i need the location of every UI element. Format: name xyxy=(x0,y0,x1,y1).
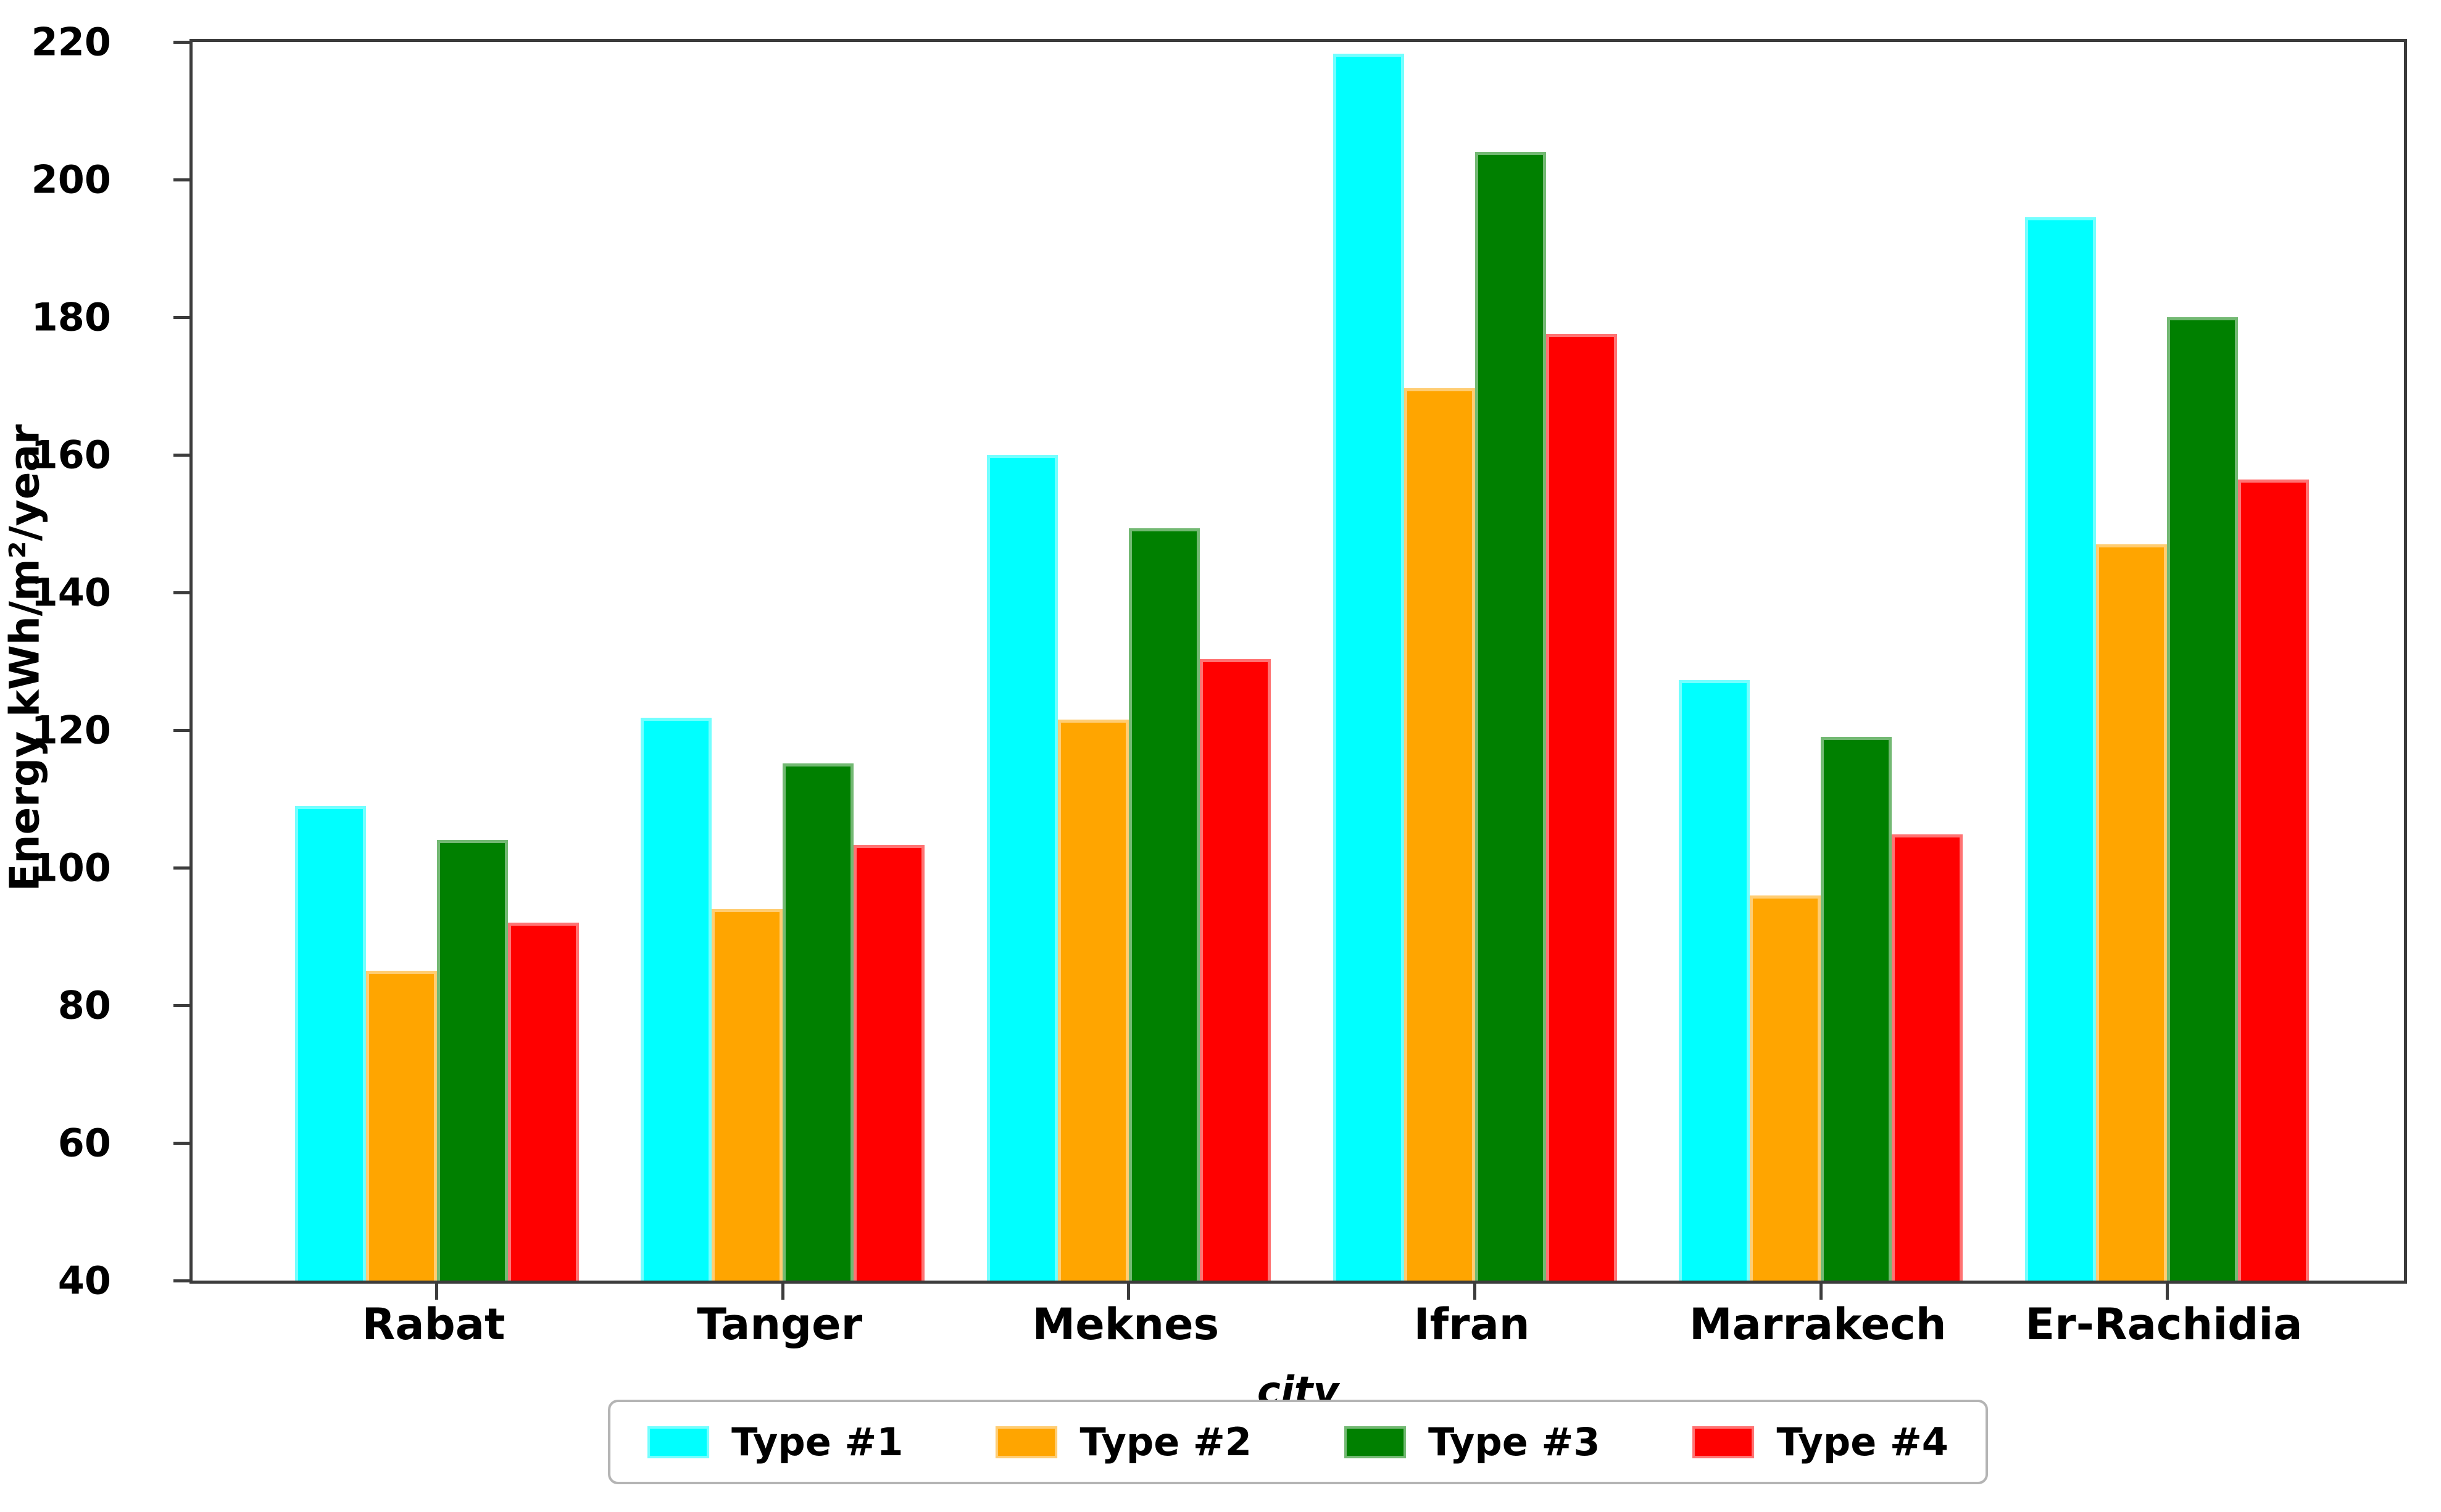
y-tick-mark xyxy=(173,1279,189,1282)
bar-type-2-ifran xyxy=(1403,388,1475,1281)
y-tick-label: 100 xyxy=(31,845,111,891)
y-tick-mark xyxy=(173,178,189,181)
bar-type-4-rabat xyxy=(507,923,579,1281)
category-label: Tanger xyxy=(697,1299,863,1350)
bar-type-1-er-rachidia xyxy=(2025,217,2096,1281)
legend-item: Type #3 xyxy=(1344,1419,1600,1464)
bar-type-2-marrakech xyxy=(1750,895,1821,1281)
x-tick-mark xyxy=(1473,1284,1477,1300)
y-tick-label: 160 xyxy=(31,432,111,478)
legend-swatch xyxy=(1692,1426,1755,1458)
legend-item: Type #4 xyxy=(1692,1419,1948,1464)
bar-type-3-tanger xyxy=(783,763,854,1281)
legend-label: Type #3 xyxy=(1428,1419,1600,1464)
y-tick-mark xyxy=(173,591,189,594)
x-tick-mark xyxy=(1127,1284,1131,1300)
bar-type-1-rabat xyxy=(294,805,366,1281)
legend-item: Type #2 xyxy=(996,1419,1252,1464)
legend-swatch xyxy=(996,1426,1058,1458)
legend-swatch xyxy=(647,1426,710,1458)
bar-type-4-meknes xyxy=(1199,659,1271,1281)
y-tick-label: 120 xyxy=(31,707,111,753)
y-tick-mark xyxy=(173,1141,189,1145)
legend: Type #1 Type #2 Type #3 Type #4 xyxy=(608,1400,1988,1484)
legend-label: Type #4 xyxy=(1776,1419,1948,1464)
y-tick-mark xyxy=(173,40,189,44)
bar-type-1-marrakech xyxy=(1679,679,1750,1281)
category-label: Marrakech xyxy=(1689,1299,1947,1350)
category-label: Meknes xyxy=(1032,1299,1220,1350)
bar-type-4-marrakech xyxy=(1892,834,1963,1281)
x-tick-mark xyxy=(2165,1284,2169,1300)
bar-type-2-er-rachidia xyxy=(2096,544,2167,1281)
y-tick-label: 200 xyxy=(31,157,111,202)
x-tick-mark xyxy=(1819,1284,1823,1300)
bar-type-4-er-rachidia xyxy=(2238,480,2309,1281)
bar-type-1-meknes xyxy=(986,455,1058,1281)
y-tick-mark xyxy=(173,866,189,870)
bar-type-2-tanger xyxy=(712,908,783,1281)
bar-type-1-ifran xyxy=(1333,53,1404,1281)
category-label: Rabat xyxy=(362,1299,505,1350)
bar-type-4-tanger xyxy=(854,845,925,1281)
bar-type-3-rabat xyxy=(436,840,508,1281)
y-tick-mark xyxy=(173,453,189,457)
y-tick-label: 180 xyxy=(31,294,111,340)
x-tick-mark xyxy=(435,1284,438,1300)
y-tick-label: 220 xyxy=(31,19,111,65)
legend-item: Type #1 xyxy=(647,1419,904,1464)
legend-label: Type #1 xyxy=(731,1419,904,1464)
x-tick-mark xyxy=(781,1284,784,1300)
y-tick-mark xyxy=(173,315,189,319)
bar-type-1-tanger xyxy=(641,717,712,1281)
bar-type-2-rabat xyxy=(365,971,437,1281)
bar-type-3-meknes xyxy=(1128,528,1200,1281)
y-tick-mark xyxy=(173,728,189,732)
bar-type-4-ifran xyxy=(1545,333,1617,1281)
y-tick-label: 40 xyxy=(57,1258,111,1303)
y-axis-label: Energy kWh/m²/year xyxy=(1,424,49,892)
plot-area: 40 60 80 100 120 140 160 180 200 220 xyxy=(31,20,2407,1303)
y-tick-mark xyxy=(173,1003,189,1007)
category-label: Er-Rachidia xyxy=(2025,1299,2303,1350)
bar-type-3-ifran xyxy=(1474,152,1546,1281)
bar-type-3-er-rachidia xyxy=(2167,317,2238,1281)
bar-type-2-meknes xyxy=(1057,720,1129,1281)
legend-label: Type #2 xyxy=(1079,1419,1252,1464)
y-tick-label: 60 xyxy=(57,1120,111,1166)
y-tick-label: 140 xyxy=(31,570,111,615)
legend-swatch xyxy=(1344,1426,1406,1458)
y-tick-label: 80 xyxy=(57,982,111,1028)
category-label: Ifran xyxy=(1413,1299,1530,1350)
bar-type-3-marrakech xyxy=(1821,737,1892,1281)
